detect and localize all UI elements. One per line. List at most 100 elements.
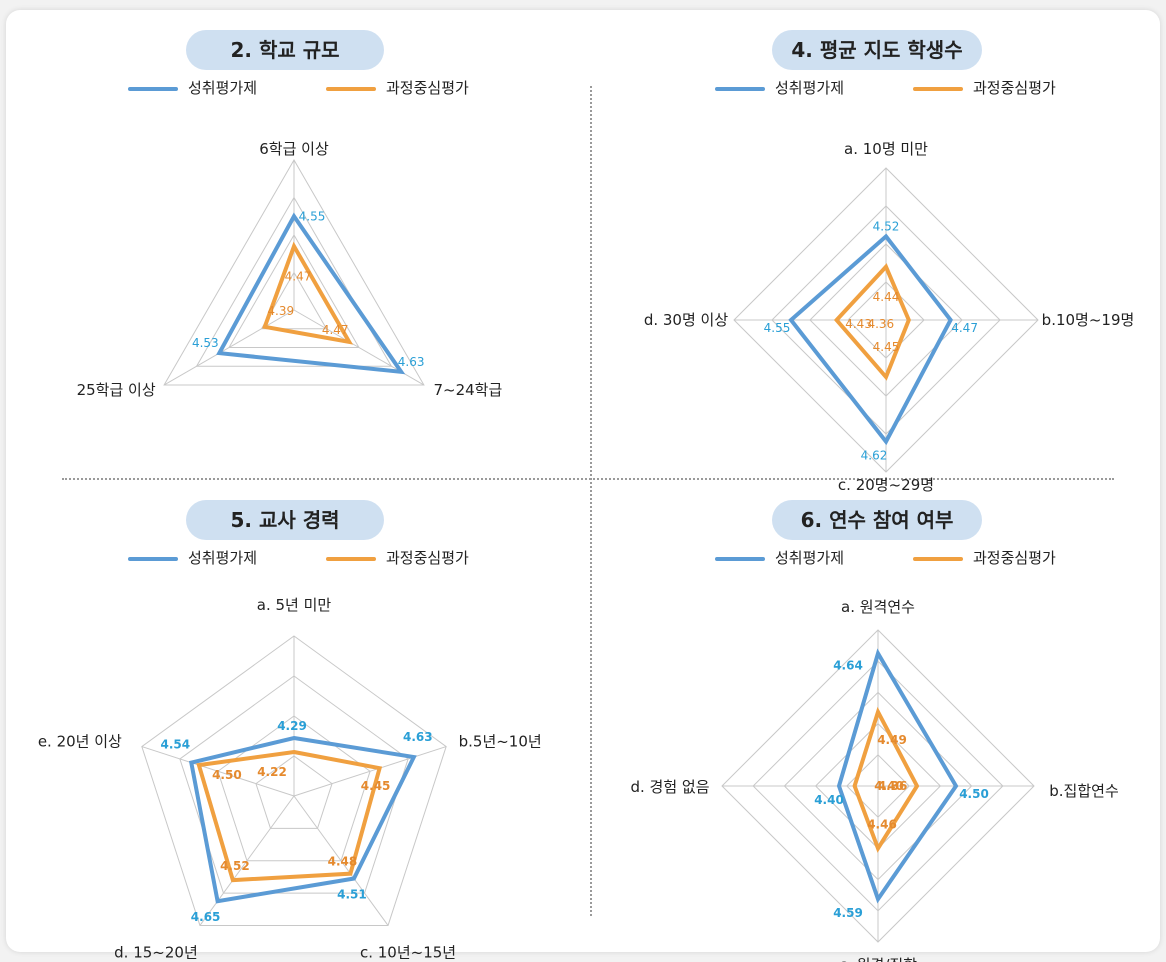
legend-swatch-series2 — [326, 87, 376, 91]
legend-label-series2: 과정중심평가 — [973, 79, 1056, 97]
data-label-series1: 4.47 — [951, 321, 978, 335]
legend: 성취평가제 과정중심평가 — [128, 76, 488, 100]
grid-ring — [260, 271, 328, 330]
axis-label: c. 원격/집합 — [839, 956, 917, 962]
legend-swatch-series1 — [128, 87, 178, 91]
series-line-2 — [852, 706, 920, 853]
data-label-series1: 4.50 — [959, 787, 989, 801]
data-label-series2: 4.36 — [878, 779, 908, 793]
legend-swatch-series1 — [715, 557, 765, 561]
axis-label: b.5년~10년 — [459, 733, 542, 751]
grid-ring — [163, 158, 425, 386]
series-line-2 — [833, 263, 911, 381]
panel-title: 6. 연수 참여 여부 — [772, 500, 982, 540]
axis-label: 25학급 이상 — [77, 381, 156, 399]
legend-label-series2: 과정중심평가 — [386, 79, 469, 97]
data-label-series2: 4.46 — [867, 817, 897, 831]
data-label-series2: 4.52 — [220, 859, 250, 873]
data-label-series2: 4.50 — [212, 768, 242, 782]
panel-school-size: 2. 학교 규모 성취평가제 과정중심평가 4.55 4.63 4.53 4.47 4.… — [0, 30, 590, 460]
panel-title: 4. 평균 지도 학생수 — [772, 30, 982, 70]
grid-spoke — [199, 795, 295, 926]
data-label-series1: 4.29 — [277, 719, 307, 733]
data-label-series1: 4.65 — [191, 910, 221, 924]
grid-ring — [228, 233, 360, 348]
legend-swatch-series1 — [128, 557, 178, 561]
legend-label-series1: 성취평가제 — [775, 79, 845, 97]
axis-label: e. 20년 이상 — [38, 733, 122, 751]
data-label-series1: 4.55 — [764, 321, 791, 335]
radar-chart-school-size: 4.55 4.63 4.53 4.47 4.47 4.39 6학급 이상 7~24학급 25학급… — [77, 140, 503, 399]
data-label-series1: 4.63 — [403, 730, 433, 744]
legend-label-series1: 성취평가제 — [188, 79, 258, 97]
legend-label-series1: 성취평가제 — [188, 549, 258, 567]
panel-career: 5. 교사 경력 성취평가제 과정중심평가 4.29 4.63 4.51 4.65 4.… — [0, 500, 590, 961]
radar-chart-students: 4.52 4.47 4.62 4.55 4.44 4.36 4.454.43 a. 10명 미… — [644, 140, 1135, 494]
axis-label: d. 경험 없음 — [630, 778, 709, 796]
grid-ring — [195, 196, 393, 367]
data-label-series2: 4.49 — [877, 733, 907, 747]
vertical-divider — [590, 86, 592, 916]
series-line-2 — [262, 241, 354, 345]
data-label-series2: 4.22 — [257, 765, 287, 779]
data-label-series1: 4.62 — [861, 449, 888, 463]
data-label-series1: 4.55 — [299, 209, 326, 223]
data-label-series2: 4.44 — [873, 290, 900, 304]
legend-swatch-series1 — [715, 87, 765, 91]
data-label-series2: 4.48 — [328, 855, 358, 869]
axis-label: c. 10년~15년 — [360, 943, 456, 961]
legend: 성취평가제 과정중심평가 — [715, 76, 1075, 100]
panel-training: 6. 연수 참여 여부 성취평가제 과정중심평가 4.64 4.50 4.59 4.4… — [590, 500, 1166, 962]
data-label-series1: 4.63 — [398, 355, 425, 369]
axis-label: a. 원격연수 — [841, 598, 915, 616]
data-label-series1: 4.59 — [833, 906, 863, 920]
series-line-1 — [836, 648, 959, 904]
data-label-series1: 4.64 — [833, 658, 863, 672]
radar-chart-career: 4.29 4.63 4.51 4.65 4.54 4.22 4.45 4.48 4.52 4.50… — [38, 596, 542, 961]
data-label-series2: 4.39 — [267, 304, 294, 318]
data-label-series1: 4.51 — [337, 888, 367, 902]
grid-ring — [141, 635, 447, 926]
axis-label: c. 20명~29명 — [838, 476, 934, 494]
axis-label: b.10명~19명 — [1042, 311, 1135, 329]
legend-swatch-series2 — [913, 557, 963, 561]
data-label-series2: 4.40 — [874, 779, 904, 793]
panel-title: 5. 교사 경력 — [186, 500, 384, 540]
grid-spoke — [293, 746, 447, 797]
series-line-1 — [216, 212, 406, 375]
legend-label-series1: 성취평가제 — [775, 549, 845, 567]
data-label-series2: 4.36 — [867, 317, 894, 331]
panel-title: 2. 학교 규모 — [186, 30, 384, 70]
axis-label: b.집합연수 — [1049, 782, 1119, 800]
series-line-1 — [788, 233, 953, 446]
data-label-series2: 4.47 — [285, 269, 312, 283]
panel-students: 4. 평균 지도 학생수 성취평가제 과정중심평가 4.52 4.47 4.62 4.… — [590, 30, 1166, 494]
series-line-1 — [188, 735, 417, 904]
grid-spoke — [141, 746, 295, 797]
axis-label: 6학급 이상 — [259, 140, 329, 158]
grid-spoke — [293, 795, 389, 926]
axis-label: 7~24학급 — [433, 381, 502, 399]
data-label-series1: 4.52 — [873, 219, 900, 233]
data-label-series1: 4.40 — [814, 793, 844, 807]
horizontal-divider — [62, 478, 1114, 480]
legend-label-series2: 과정중심평가 — [973, 549, 1056, 567]
axis-label: d. 30명 이상 — [644, 311, 729, 329]
data-label-series2: 4.47 — [322, 323, 349, 337]
data-label-series2: 4.45 — [873, 340, 900, 354]
legend: 성취평가제 과정중심평가 — [128, 546, 488, 570]
data-label-series1: 4.53 — [192, 336, 219, 350]
axis-label: a. 5년 미만 — [257, 596, 332, 614]
legend-swatch-series2 — [326, 557, 376, 561]
axis-label: a. 10명 미만 — [844, 140, 928, 158]
legend-swatch-series2 — [913, 87, 963, 91]
legend-label-series2: 과정중심평가 — [386, 549, 469, 567]
axis-label: d. 15~20년 — [114, 943, 198, 961]
series-line-2 — [196, 749, 383, 883]
grid-ring — [255, 755, 333, 829]
data-label-series2: 4.43 — [845, 317, 872, 331]
radar-chart-training: 4.64 4.50 4.59 4.40 4.49 4.40 4.46 4.36 a. 원격연수 b… — [630, 598, 1119, 962]
data-label-series2: 4.45 — [361, 779, 391, 793]
legend: 성취평가제 과정중심평가 — [715, 546, 1075, 570]
grid-ring — [179, 675, 409, 894]
